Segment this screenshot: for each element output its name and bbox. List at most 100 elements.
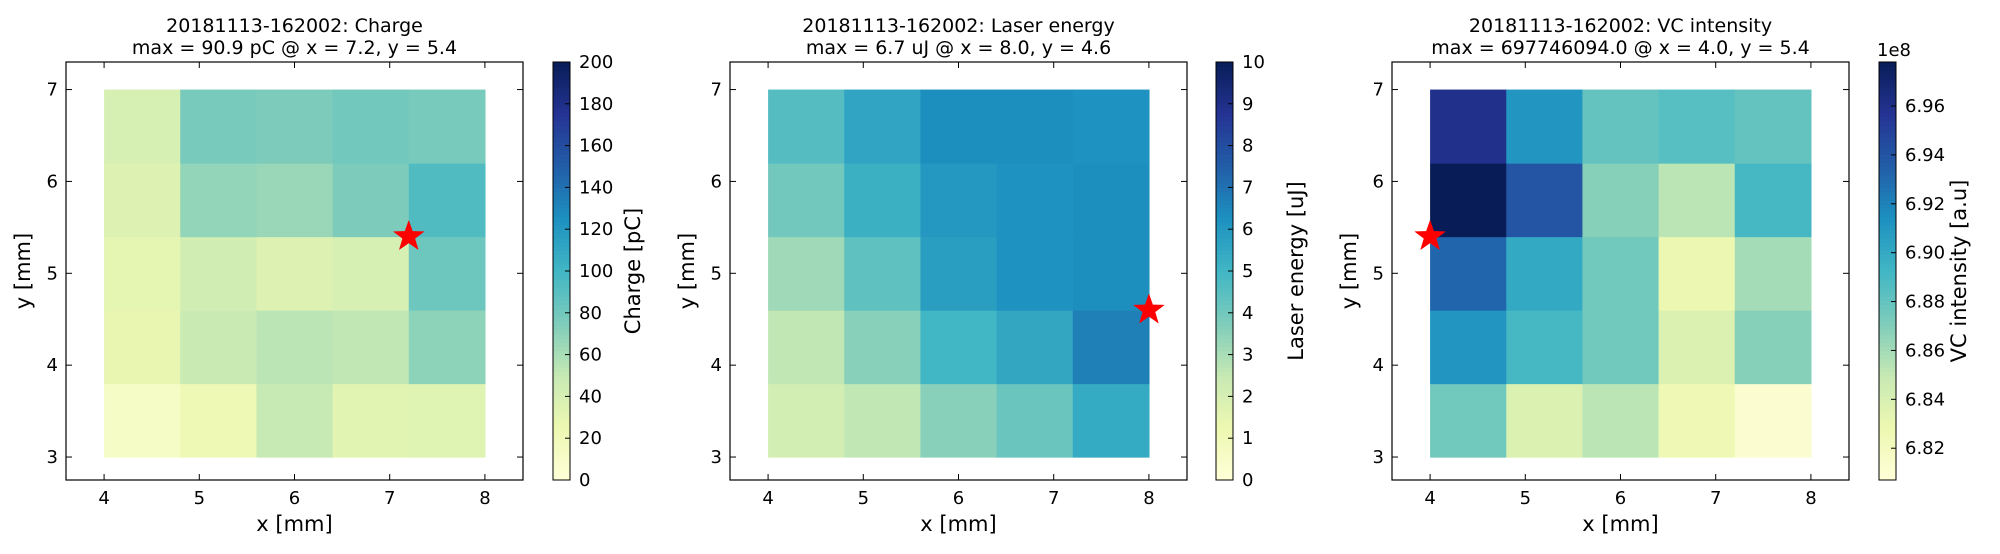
y-tick-label: 3 — [1373, 447, 1384, 468]
colorbar-segment — [1216, 321, 1233, 326]
colorbar-segment — [1879, 408, 1896, 414]
colorbar-segment — [1879, 262, 1896, 268]
colorbar-segment — [1216, 383, 1233, 389]
colorbar-segment — [1879, 124, 1896, 130]
colorbar-segment — [553, 153, 570, 159]
colorbar-segment — [1879, 379, 1896, 385]
colorbar-segment — [1879, 316, 1896, 322]
colorbar-segment — [1879, 383, 1896, 389]
colorbar-segment — [1879, 450, 1896, 456]
colorbar-segment — [553, 283, 570, 289]
colorbar-segment — [1879, 342, 1896, 347]
colorbar-segment — [553, 183, 570, 188]
heatmap-cell — [768, 89, 845, 164]
colorbar-tick-label: 140 — [579, 177, 613, 198]
colorbar-segment — [553, 438, 570, 443]
colorbar-segment — [553, 116, 570, 122]
colorbar-segment — [553, 434, 570, 439]
colorbar-segment — [553, 400, 570, 406]
heatmap-cell — [408, 163, 486, 238]
colorbar-exponent: 1e8 — [1877, 40, 1911, 61]
x-tick-label: 8 — [1805, 488, 1816, 509]
colorbar-segment — [1216, 245, 1233, 251]
colorbar-segment — [553, 220, 570, 226]
colorbar-segment — [1216, 141, 1233, 147]
colorbar-segment — [1216, 367, 1233, 372]
heatmap-cell — [1506, 89, 1584, 164]
colorbar-label: Laser energy [uJ] — [1284, 181, 1308, 360]
colorbar-segment — [553, 396, 570, 402]
colorbar-segment — [1879, 467, 1896, 473]
y-tick-label: 5 — [1373, 263, 1384, 284]
colorbar-segment — [1879, 346, 1896, 352]
colorbar-segment — [553, 421, 570, 427]
colorbar-segment — [553, 199, 570, 205]
heatmap-cell — [1582, 236, 1660, 311]
colorbar-tick-label: 6.94 — [1905, 145, 1945, 166]
colorbar-segment — [1216, 158, 1233, 163]
colorbar-segment — [1216, 107, 1233, 113]
colorbar-segment — [1879, 312, 1896, 318]
colorbar-segment — [1216, 271, 1233, 276]
x-tick-label: 4 — [762, 488, 773, 509]
colorbar-frame — [1878, 61, 1897, 481]
colorbar-tick-label: 6.84 — [1905, 389, 1945, 410]
colorbar-segment — [553, 124, 570, 130]
max-star-marker — [1132, 293, 1165, 324]
colorbar-segment — [553, 141, 570, 147]
colorbar-segment — [553, 346, 570, 352]
colorbar-segment — [1216, 350, 1233, 356]
heatmap-cell — [1506, 383, 1584, 458]
heatmap-cell — [1734, 163, 1812, 238]
colorbar-segment — [1216, 220, 1233, 226]
colorbar-segment — [1879, 103, 1896, 109]
y-tick-label: 5 — [711, 263, 722, 284]
colorbar-segment — [1879, 145, 1896, 151]
heatmap-cell — [920, 310, 998, 385]
heatmap-cell — [104, 163, 181, 238]
colorbar-segment — [1879, 354, 1896, 360]
colorbar-segment — [1216, 400, 1233, 406]
colorbar-segment — [1879, 112, 1896, 117]
y-tick-label: 5 — [47, 263, 58, 284]
colorbar-segment — [553, 367, 570, 372]
y-tick-label: 4 — [1373, 355, 1384, 376]
colorbar-tick-label: 6.90 — [1905, 243, 1945, 264]
heatmap-cell — [256, 89, 334, 164]
colorbar-segment — [553, 237, 570, 243]
colorbar-segment — [1879, 308, 1896, 314]
colorbar-segment — [553, 316, 570, 322]
colorbar-segment — [553, 62, 570, 67]
heatmap-cell — [408, 89, 486, 164]
colorbar-segment — [553, 162, 570, 168]
colorbar-segment — [553, 66, 570, 71]
heatmap-cell — [996, 163, 1074, 238]
chart-subtitle: max = 6.7 uJ @ x = 8.0, y = 4.6 — [806, 37, 1111, 59]
x-axis-label: x [mm] — [256, 512, 332, 536]
colorbar-segment — [1879, 158, 1896, 163]
colorbar-segment — [553, 392, 570, 397]
colorbar-segment — [553, 262, 570, 268]
colorbar-segment — [553, 245, 570, 251]
colorbar-tick-label: 1 — [1242, 428, 1253, 449]
colorbar-segment — [1216, 145, 1233, 151]
colorbar-tick-label: 80 — [579, 303, 602, 324]
colorbar-segment — [553, 308, 570, 314]
colorbar-segment — [1879, 429, 1896, 435]
colorbar-segment — [1216, 279, 1233, 285]
colorbar-segment — [1216, 404, 1233, 410]
colorbar-segment — [553, 358, 570, 364]
colorbar-segment — [553, 87, 570, 92]
colorbar-segment — [1216, 467, 1233, 473]
colorbar-segment — [1879, 233, 1896, 239]
chart-subtitle: max = 697746094.0 @ x = 4.0, y = 5.4 — [1431, 37, 1809, 59]
colorbar-tick-label: 6 — [1242, 219, 1253, 240]
colorbar-segment — [1879, 367, 1896, 372]
heatmap-cell — [1506, 310, 1584, 385]
colorbar-segment — [1216, 74, 1233, 80]
colorbar-segment — [553, 95, 570, 101]
heatmap-cell — [1072, 310, 1150, 385]
colorbar-segment — [1216, 254, 1233, 260]
colorbar-segment — [1879, 463, 1896, 469]
colorbar-segment — [553, 216, 570, 222]
